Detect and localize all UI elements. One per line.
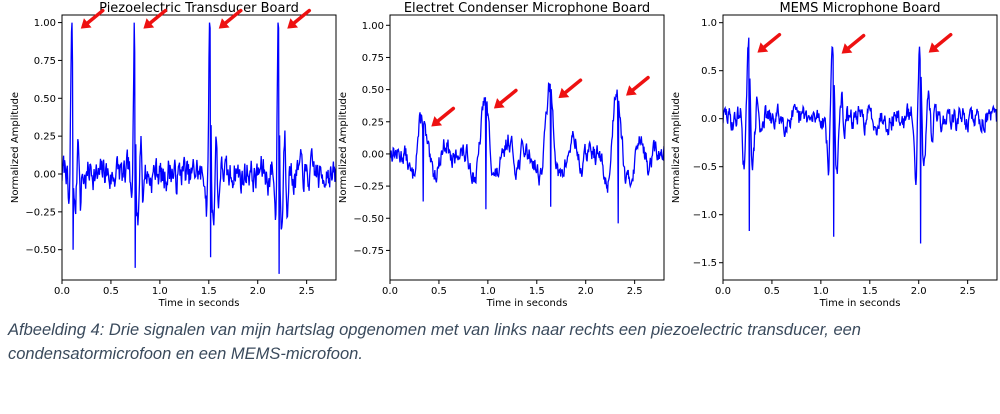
x-tick-label: 0.0 [54,286,70,297]
y-axis-label: Normalized Amplitude [10,92,21,203]
x-tick-label: 0.0 [715,286,731,297]
x-tick-label: 1.5 [201,286,217,297]
red-arrow-shaft [762,32,782,49]
x-tick-label: 0.5 [431,286,447,297]
x-tick-label: 1.0 [152,286,168,297]
x-axis-label: Time in seconds [486,298,568,309]
chart-panel-2: 0.0 0.5 1.0 1.5 2.0 2.5 −0.75 −0.50 −0.25 0.00 0.2… [338,1,665,309]
x-tick-label: 2.5 [960,286,976,297]
red-arrow-head [431,116,443,127]
red-arrow-shaft [563,78,583,95]
plot-frame [389,14,665,281]
red-arrow-head [143,18,155,29]
y-tick-label: 0.50 [362,85,384,96]
y-tick-label: 1.0 [701,18,717,29]
y-tick-label: 0.25 [34,132,56,143]
y-tick-label: 0.00 [34,170,56,181]
red-arrow-head [626,85,637,96]
red-arrow-head [218,18,230,29]
y-tick-label: 0.75 [34,56,56,67]
red-arrow-shaft [499,88,518,105]
y-tick-label: −0.25 [25,207,56,218]
chart-title: MEMS Microphone Board [779,1,940,16]
signal-line [723,37,997,244]
x-axis-label: Time in seconds [819,298,901,309]
x-tick-label: 1.5 [862,286,878,297]
y-tick-label: −0.5 [693,162,717,173]
x-tick-label: 0.0 [382,286,398,297]
x-tick-label: 1.5 [529,286,545,297]
red-arrow-shaft [86,8,105,25]
y-tick-label: −0.50 [353,214,384,225]
red-arrow-shaft [933,32,953,49]
plot-frame [722,14,998,281]
y-tick-label: 1.00 [34,18,56,29]
red-arrow-head [841,43,853,54]
y-tick-label: −1.5 [693,258,717,269]
y-tick-label: −1.0 [693,210,717,221]
x-tick-label: 2.0 [578,286,594,297]
x-axis-label: Time in seconds [158,298,240,309]
red-arrow-shaft [436,106,456,123]
y-tick-label: 0.00 [362,149,384,160]
y-tick-label: 0.5 [701,66,717,77]
y-tick-label: 0.50 [34,94,56,105]
signal-line [390,82,664,224]
figure-caption: Afbeelding 4: Drie signalen van mijn har… [8,321,861,363]
x-tick-label: 2.0 [911,286,927,297]
plot-frame [61,14,337,281]
red-arrow-shaft [148,8,168,25]
red-arrow-head [558,87,570,99]
chart-panel-1: 0.0 0.5 1.0 1.5 2.0 2.5 −0.50 −0.25 0.00 0.25 0.50… [10,1,337,309]
chart-panel-3: 0.0 0.5 1.0 1.5 2.0 2.5 −1.5 −1.0 −0.5 0.0 0.5 1.0 M… [671,1,998,309]
red-arrow-head [287,18,299,29]
x-tick-label: 2.0 [250,286,266,297]
y-tick-label: −0.50 [25,245,56,256]
red-arrow-shaft [631,75,650,92]
x-tick-label: 1.0 [813,286,829,297]
y-tick-label: −0.75 [353,246,384,257]
signal-line [62,22,336,274]
chart-title: Piezoelectric Transducer Board [99,1,299,16]
x-tick-label: 0.5 [764,286,780,297]
y-tick-label: 0.0 [701,114,717,125]
y-tick-label: −0.25 [353,182,384,193]
y-tick-label: 0.25 [362,117,384,128]
y-tick-label: 1.00 [362,21,384,32]
red-arrow-shaft [223,8,243,25]
y-tick-label: 0.75 [362,53,384,64]
red-arrow-shaft [846,33,866,50]
chart-title: Electret Condenser Microphone Board [404,1,650,16]
red-arrow-shaft [292,8,312,25]
y-axis-label: Normalized Amplitude [338,92,349,203]
x-tick-label: 2.5 [627,286,643,297]
x-tick-label: 1.0 [480,286,496,297]
x-tick-label: 0.5 [103,286,119,297]
red-arrow-head [757,42,769,53]
red-arrow-head [493,98,505,109]
x-tick-label: 2.5 [299,286,315,297]
charts-figure: 0.0 0.5 1.0 1.5 2.0 2.5−0.50−0.250.000.250.50… [10,1,998,309]
red-arrow-head [80,18,92,29]
red-arrow-head [928,42,940,53]
y-axis-label: Normalized Amplitude [671,92,682,203]
